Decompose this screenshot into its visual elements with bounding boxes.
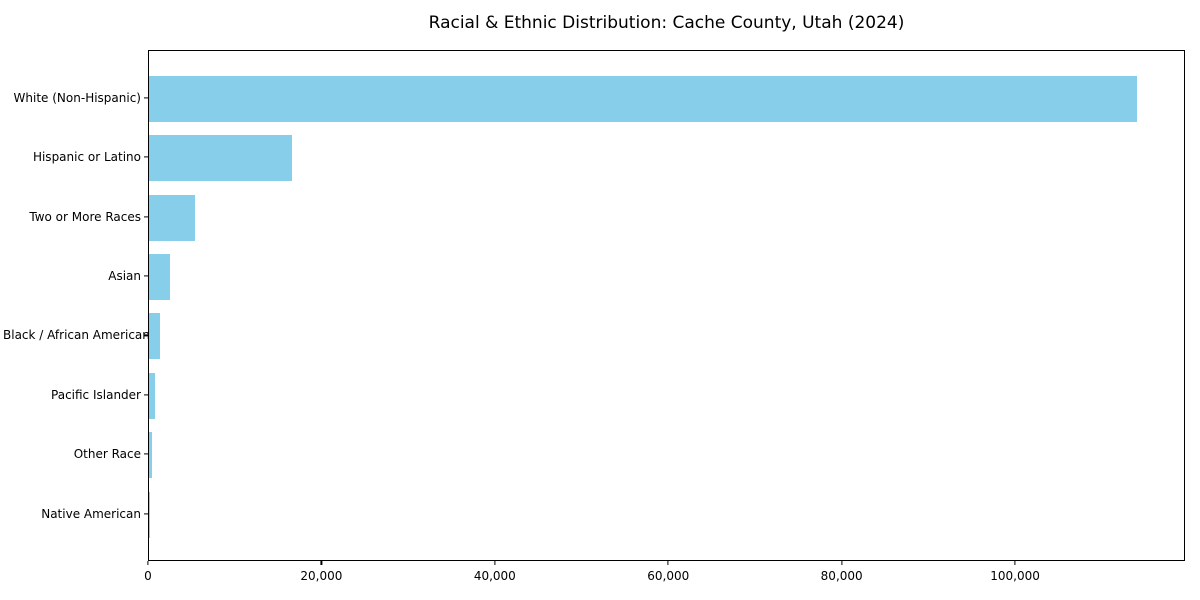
bar-black-african-american: [149, 313, 160, 360]
bar-native-american: [149, 491, 150, 538]
xtick-mark-60,000: [667, 561, 669, 565]
ytick-label-two-or-more-races: Two or More Races: [29, 209, 141, 224]
xtick-mark-0: [147, 561, 149, 565]
xtick-mark-80,000: [841, 561, 843, 565]
xtick-label-20,000: 20,000: [300, 569, 343, 583]
bar-other-race: [149, 432, 153, 479]
plot-area: [148, 50, 1185, 561]
ytick-label-pacific-islander: Pacific Islander: [51, 387, 141, 402]
ytick-label-hispanic-or-latino: Hispanic or Latino: [32, 150, 141, 165]
ytick-mark-hispanic-or-latino: [144, 156, 148, 158]
bar-white-non-hispanic: [149, 75, 1137, 122]
ytick-label-black-african-american: Black / African American: [3, 328, 150, 343]
xtick-label-40,000: 40,000: [473, 569, 516, 583]
ytick-label-native-american: Native American: [41, 506, 141, 521]
ytick-mark-white-non-hispanic: [144, 97, 148, 99]
xtick-label-80,000: 80,000: [820, 569, 863, 583]
ytick-mark-native-american: [144, 513, 148, 515]
bar-two-or-more-races: [149, 194, 195, 241]
xtick-label-60,000: 60,000: [647, 569, 690, 583]
ytick-mark-pacific-islander: [144, 394, 148, 396]
xtick-label-100,000: 100,000: [990, 569, 1040, 583]
xtick-mark-20,000: [320, 561, 322, 565]
xtick-mark-100,000: [1014, 561, 1016, 565]
xtick-mark-40,000: [494, 561, 496, 565]
ytick-mark-asian: [144, 275, 148, 277]
ytick-mark-other-race: [144, 453, 148, 455]
bar-hispanic-or-latino: [149, 135, 292, 182]
ytick-label-asian: Asian: [108, 268, 141, 283]
chart-title: Racial & Ethnic Distribution: Cache Coun…: [428, 13, 905, 33]
xtick-label-0: 0: [144, 569, 152, 583]
ytick-mark-two-or-more-races: [144, 215, 148, 218]
ytick-mark-black-african-american: [144, 334, 148, 336]
bar-asian: [149, 253, 171, 300]
ytick-label-other-race: Other Race: [73, 447, 141, 462]
bar-pacific-islander: [149, 372, 156, 419]
ytick-label-white-non-hispanic: White (Non-Hispanic): [13, 90, 141, 105]
